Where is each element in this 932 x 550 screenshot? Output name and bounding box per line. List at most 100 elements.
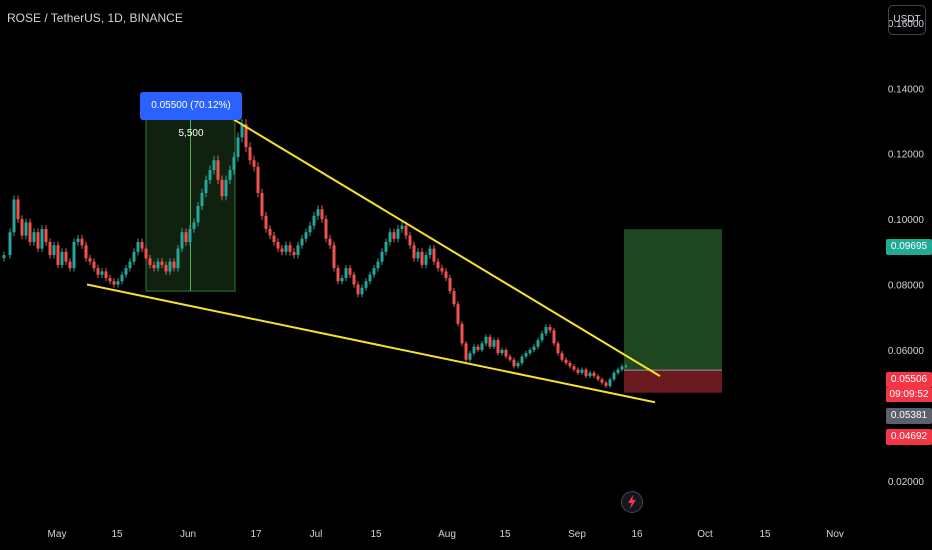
candle-body bbox=[200, 192, 204, 207]
candle-body bbox=[116, 281, 120, 285]
candle-body bbox=[404, 225, 408, 236]
candle-body bbox=[8, 232, 12, 256]
candle-body bbox=[600, 379, 604, 383]
lightning-icon[interactable] bbox=[621, 491, 643, 513]
measure-label: 0.05500 (70.12%) 5,500 bbox=[140, 92, 242, 139]
candle-body bbox=[592, 372, 596, 377]
candle-body bbox=[512, 359, 516, 367]
candle-body bbox=[208, 170, 212, 180]
candle-body bbox=[440, 268, 444, 272]
candle-body bbox=[140, 242, 144, 249]
y-tick-label: 0.14000 bbox=[888, 84, 925, 95]
candle-body bbox=[500, 349, 504, 354]
y-tick-label: 0.16000 bbox=[888, 19, 925, 30]
candle-body bbox=[132, 251, 136, 262]
candle-body bbox=[616, 369, 620, 373]
candle-body bbox=[368, 274, 372, 282]
candle-body bbox=[432, 248, 436, 262]
candle-body bbox=[324, 219, 328, 239]
candle-body bbox=[316, 209, 320, 216]
candle-body bbox=[464, 343, 468, 360]
y-tick-label: 0.02000 bbox=[888, 477, 925, 488]
candle-body bbox=[72, 242, 76, 269]
candle-body bbox=[468, 353, 472, 360]
candle-body bbox=[604, 382, 608, 386]
y-tick-label: 0.08000 bbox=[888, 281, 925, 292]
candle-body bbox=[256, 166, 260, 193]
candle-body bbox=[80, 238, 84, 246]
candle-body bbox=[612, 372, 616, 380]
candle-body bbox=[392, 232, 396, 239]
upper-trendline bbox=[219, 110, 661, 377]
entry-price-tag: 0.05381 bbox=[886, 408, 932, 424]
candle-body bbox=[472, 346, 476, 354]
candle-body bbox=[428, 248, 432, 256]
candle-body bbox=[56, 245, 60, 265]
candle-body bbox=[580, 369, 584, 373]
candle-body bbox=[488, 336, 492, 347]
candle-body bbox=[532, 346, 536, 350]
candle-body bbox=[548, 327, 552, 331]
candle-body bbox=[100, 271, 104, 275]
candle-body bbox=[96, 268, 100, 275]
candle-body bbox=[244, 124, 248, 148]
candle-body bbox=[520, 356, 524, 364]
candle-body bbox=[492, 340, 496, 347]
candle-body bbox=[560, 353, 564, 360]
candle-body bbox=[232, 156, 236, 171]
candle-body bbox=[176, 248, 180, 269]
candle-body bbox=[312, 215, 316, 226]
candle-body bbox=[584, 369, 588, 377]
candle-body bbox=[288, 245, 292, 252]
candle-body bbox=[160, 261, 164, 265]
x-tick-label: 15 bbox=[759, 529, 771, 540]
candle-body bbox=[384, 242, 388, 252]
y-tick-label: 0.06000 bbox=[888, 346, 925, 357]
candle-body bbox=[576, 369, 580, 373]
candle-body bbox=[292, 251, 296, 256]
candle-body bbox=[420, 251, 424, 265]
candle-body bbox=[112, 281, 116, 285]
candle-body bbox=[516, 363, 520, 367]
candle-body bbox=[104, 271, 108, 278]
candle-body bbox=[16, 199, 20, 220]
candle-body bbox=[544, 327, 548, 334]
candle-body bbox=[276, 242, 280, 249]
candle-body bbox=[480, 343, 484, 350]
candle-body bbox=[568, 363, 572, 367]
symbol-title[interactable]: ROSE / TetherUS, 1D, BINANCE bbox=[7, 11, 183, 25]
currency-button[interactable]: USDT bbox=[888, 5, 926, 35]
x-tick-label: Aug bbox=[438, 529, 456, 540]
candle-body bbox=[108, 277, 112, 282]
candle-body bbox=[180, 232, 184, 249]
candle-body bbox=[168, 261, 172, 272]
candle-body bbox=[588, 372, 592, 377]
candle-body bbox=[284, 245, 288, 252]
candle-body bbox=[408, 235, 412, 246]
stop-price-tag: 0.04692 bbox=[886, 429, 932, 445]
candlestick-series bbox=[2, 119, 628, 388]
x-tick-label: 15 bbox=[111, 529, 123, 540]
x-tick-label: Jun bbox=[180, 529, 196, 540]
candle-body bbox=[44, 228, 48, 243]
candle-body bbox=[88, 258, 92, 262]
candle-body bbox=[236, 137, 240, 157]
candle-body bbox=[196, 206, 200, 223]
candle-body bbox=[564, 359, 568, 364]
candle-body bbox=[52, 245, 56, 256]
candle-body bbox=[272, 235, 276, 243]
candle-body bbox=[84, 245, 88, 259]
candle-body bbox=[476, 346, 480, 350]
candle-body bbox=[192, 222, 196, 229]
lower-trendline bbox=[86, 283, 656, 404]
candle-body bbox=[348, 268, 352, 275]
candle-body bbox=[336, 268, 340, 282]
candle-body bbox=[212, 160, 216, 171]
candle-body bbox=[152, 264, 156, 269]
candle-body bbox=[92, 261, 96, 269]
candle-body bbox=[24, 222, 28, 236]
candle-body bbox=[184, 232, 188, 243]
candle-body bbox=[164, 264, 168, 272]
candle-body bbox=[48, 242, 52, 256]
